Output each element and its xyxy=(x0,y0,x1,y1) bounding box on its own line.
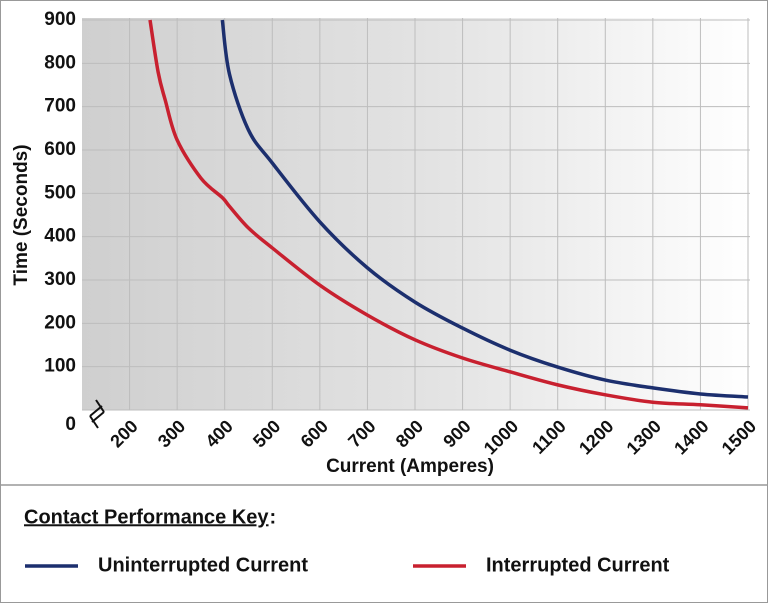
legend-label: Uninterrupted Current xyxy=(98,554,308,576)
legend-title-suffix: : xyxy=(270,506,277,528)
y-tick-label: 100 xyxy=(44,356,76,377)
y-tick-label: 400 xyxy=(44,226,76,247)
y-tick-label: 700 xyxy=(44,96,76,117)
y-tick-label: 0 xyxy=(65,414,76,435)
y-tick-label: 800 xyxy=(44,52,76,73)
legend-title: Contact Performance Key xyxy=(24,506,269,528)
curves xyxy=(148,19,749,410)
series-line xyxy=(220,19,749,399)
y-tick-label: 200 xyxy=(44,312,76,333)
y-tick-label: 600 xyxy=(44,139,76,160)
y-axis-title: Time (Seconds) xyxy=(11,144,32,285)
plot-area xyxy=(82,18,750,410)
series-line xyxy=(148,19,749,410)
axis-break xyxy=(89,399,105,429)
legend-label: Interrupted Current xyxy=(486,554,670,576)
grid xyxy=(82,18,750,411)
y-tick-label: 900 xyxy=(44,9,76,30)
legend: Uninterrupted Current Interrupted Current xyxy=(25,554,670,576)
x-axis-title: Current (Amperes) xyxy=(326,456,494,477)
y-tick-label: 500 xyxy=(44,182,76,203)
y-tick-label: 300 xyxy=(44,269,76,290)
